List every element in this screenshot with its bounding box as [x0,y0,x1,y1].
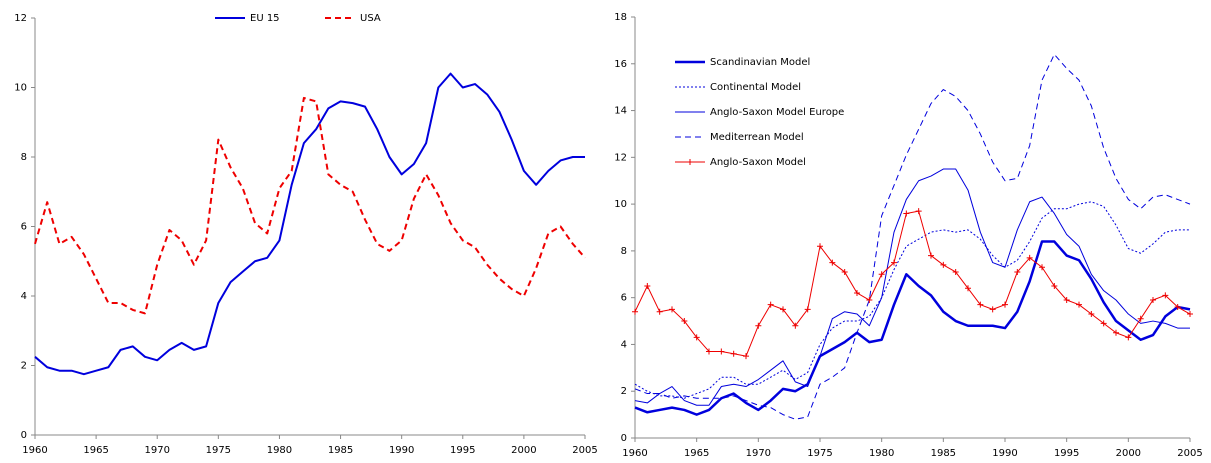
y-tick-label: 10 [14,83,27,94]
x-tick-label: 1965 [684,448,709,459]
x-tick-label: 2000 [1116,448,1141,459]
legend-label: EU 15 [250,13,280,24]
y-tick-label: 8 [21,152,27,163]
point-marker [792,322,799,329]
point-marker [693,334,700,341]
x-tick-label: 1960 [22,445,47,456]
y-tick-label: 2 [621,386,627,397]
point-marker [743,353,749,360]
point-marker [952,268,959,275]
point-marker [1051,282,1058,289]
series-line [634,240,1191,416]
legend-label: Scandinavian Model [710,57,810,68]
point-marker [632,308,638,315]
point-marker [841,268,848,275]
y-tick-label: 12 [614,152,627,163]
point-marker [804,306,811,313]
legend-label: Mediterrean Model [710,132,804,143]
legend-label: Continental Model [710,82,801,93]
series-line [634,53,1191,420]
point-marker [1014,268,1021,275]
point-marker [718,348,725,355]
point-marker [915,208,922,215]
point-marker [755,322,762,329]
x-tick-label: 1990 [992,448,1017,459]
point-marker [866,297,873,304]
x-tick-label: 1970 [144,445,169,456]
legend-label: Anglo-Saxon Model [710,157,806,168]
series-line [34,96,586,315]
point-marker [965,285,971,292]
series-line [634,168,1190,406]
y-tick-label: 12 [14,13,27,24]
x-tick-label: 1995 [1054,448,1079,459]
x-tick-label: 2005 [1177,448,1202,459]
point-marker [1088,311,1095,318]
point-marker [1150,297,1156,304]
y-tick-label: 14 [614,106,627,117]
point-marker [940,261,947,268]
legend-label: USA [360,13,381,24]
point-marker [1113,329,1119,336]
point-marker [656,308,663,315]
y-tick-label: 0 [621,433,627,444]
point-marker [854,289,860,296]
legend-marker [687,159,693,165]
x-tick-label: 1960 [622,448,647,459]
y-tick-label: 6 [621,293,627,304]
y-tick-label: 4 [21,291,27,302]
legend-label: Anglo-Saxon Model Europe [710,107,844,118]
y-tick-label: 0 [21,430,27,441]
y-tick-label: 8 [621,246,627,257]
x-tick-label: 1975 [807,448,832,459]
point-marker [1100,320,1107,327]
point-marker [1002,301,1008,308]
point-marker [928,252,934,259]
x-tick-label: 1990 [389,445,414,456]
point-marker [977,301,984,308]
point-marker [1063,297,1070,304]
point-marker [644,282,651,289]
point-marker [1137,315,1144,322]
point-marker [1076,301,1082,308]
series-line [634,201,1190,399]
point-marker [878,271,885,278]
x-tick-label: 1970 [746,448,771,459]
y-tick-label: 18 [614,12,627,23]
series-line [34,72,585,376]
x-tick-label: 1985 [328,445,353,456]
point-marker [1187,311,1193,318]
y-tick-label: 2 [21,361,27,372]
x-tick-label: 2000 [511,445,536,456]
x-tick-label: 1985 [931,448,956,459]
x-tick-label: 1995 [450,445,475,456]
point-marker [1039,264,1045,271]
y-tick-label: 4 [621,339,627,350]
point-marker [1125,334,1132,341]
point-marker [681,318,688,325]
x-tick-label: 1980 [267,445,292,456]
x-tick-label: 2005 [572,445,597,456]
x-tick-label: 1965 [83,445,108,456]
point-marker [903,210,910,217]
point-marker [817,243,823,250]
point-marker [1026,254,1033,261]
point-marker [989,306,996,313]
y-tick-label: 10 [614,199,627,210]
point-marker [1162,292,1169,299]
y-tick-label: 6 [21,222,27,233]
x-tick-label: 1975 [206,445,231,456]
point-marker [706,348,712,355]
point-marker [829,259,836,266]
point-marker [730,350,737,357]
point-marker [1174,304,1181,311]
point-marker [891,259,897,266]
series-line [634,210,1191,357]
point-marker [780,306,786,313]
point-marker [767,301,774,308]
point-marker [669,306,675,313]
x-tick-label: 1980 [869,448,894,459]
y-tick-label: 16 [614,59,627,70]
